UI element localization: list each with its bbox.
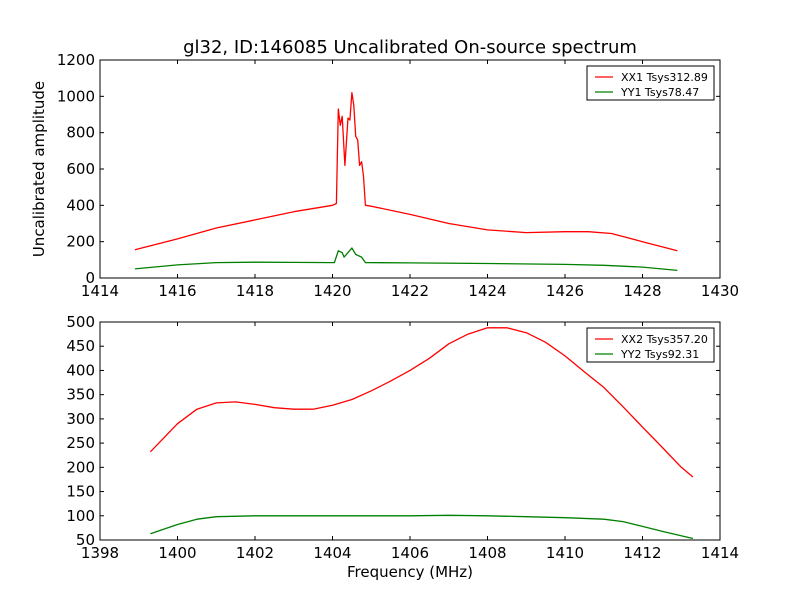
x-tick-label: 1418: [236, 282, 274, 300]
legend-label: YY2 Tsys92.31: [620, 348, 699, 361]
series-line-yy1: [134, 247, 678, 272]
y-tick-label: 200: [66, 233, 95, 251]
y-tick-label: 400: [66, 196, 95, 214]
y-axis-label: Uncalibrated amplitude: [30, 81, 48, 257]
x-tick-label: 1398: [81, 544, 119, 562]
x-tick-label: 1410: [546, 544, 584, 562]
x-tick-label: 1400: [158, 544, 196, 562]
x-axis-label: Frequency (MHz): [347, 563, 473, 581]
y-tick-label: 450: [66, 337, 95, 355]
series-line-xx2: [149, 327, 694, 478]
legend-label: XX2 Tsys357.20: [621, 333, 708, 346]
y-tick-label: 400: [66, 361, 95, 379]
legend-box: [586, 65, 715, 101]
legend: XX2 Tsys357.20 YY2 Tsys92.31: [586, 327, 715, 363]
legend: XX1 Tsys312.89 YY1 Tsys78.47: [586, 65, 715, 101]
axes-2: 1398 1400 1402 1404 1406 1408 1410 1412 1414 50 10…: [66, 313, 739, 581]
x-tick-label: 1422: [391, 282, 429, 300]
x-tick-label: 1406: [391, 544, 429, 562]
y-tick-label: 200: [66, 458, 95, 476]
x-tick-label: 1414: [701, 544, 739, 562]
legend-label: XX1 Tsys312.89: [621, 71, 708, 84]
y-tick-label: 50: [76, 531, 95, 549]
y-tick-label: 150: [66, 483, 95, 501]
y-tick-label: 1000: [57, 87, 95, 105]
series-line-yy2: [150, 514, 694, 540]
x-tick-label: 1430: [701, 282, 739, 300]
x-tick-label: 1412: [623, 544, 661, 562]
x-tick-label: 1420: [313, 282, 351, 300]
y-tick-label: 800: [66, 124, 95, 142]
y-tick-label: 300: [66, 410, 95, 428]
x-tick-label: 1428: [623, 282, 661, 300]
chart-title: gl32, ID:146085 Uncalibrated On-source s…: [183, 37, 637, 58]
x-tick-label: 1424: [468, 282, 506, 300]
x-tick-label: 1404: [313, 544, 351, 562]
x-tick-label: 1408: [468, 544, 506, 562]
y-tick-label: 600: [66, 160, 95, 178]
y-tick-label: 350: [66, 386, 95, 404]
y-tick-label: 100: [66, 507, 95, 525]
y-tick-label: 1200: [57, 51, 95, 69]
axes-1: 1414 1416 1418 1420 1422 1424 1426 1428 1430 0 200…: [30, 37, 739, 300]
x-tick-label: 1426: [546, 282, 584, 300]
x-tick-label: 1402: [236, 544, 274, 562]
legend-box: [586, 327, 715, 363]
legend-label: YY1 Tsys78.47: [620, 86, 699, 99]
y-tick-label: 0: [85, 269, 95, 287]
y-tick-label: 250: [66, 434, 95, 452]
y-tick-label: 500: [66, 313, 95, 331]
x-tick-label: 1414: [81, 282, 119, 300]
series-line-xx1: [134, 92, 678, 252]
x-tick-label: 1416: [158, 282, 196, 300]
